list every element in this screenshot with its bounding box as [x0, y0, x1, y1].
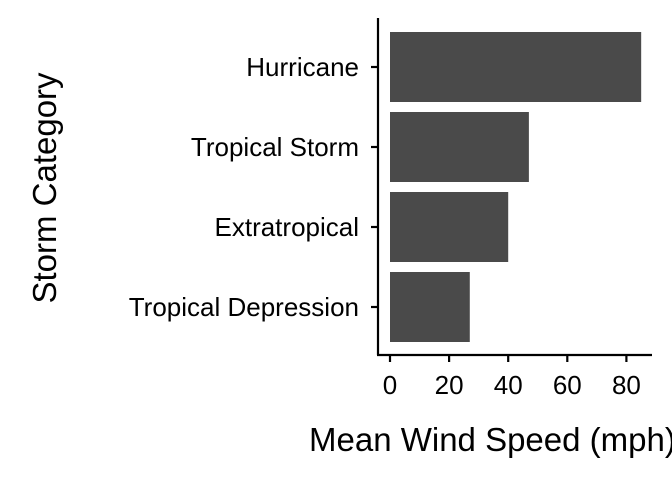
x-axis-title: Mean Wind Speed (mph) — [309, 421, 672, 458]
bar-hurricane — [390, 32, 642, 102]
x-tick-label: 80 — [612, 370, 641, 400]
x-tick-label: 0 — [383, 370, 397, 400]
y-tick-label: Hurricane — [246, 52, 359, 82]
bar-extratropical — [390, 192, 509, 262]
y-axis-ticks: Hurricane Tropical Storm Extratropical Trop… — [129, 52, 378, 322]
x-tick-label: 60 — [553, 370, 582, 400]
bar-tropical-depression — [390, 272, 470, 342]
x-tick-label: 40 — [494, 370, 523, 400]
axes-layer — [376, 18, 652, 357]
x-tick-label: 20 — [435, 370, 464, 400]
y-tick-label: Extratropical — [215, 212, 360, 242]
bars-layer — [390, 32, 642, 342]
x-axis-ticks: 0 20 40 60 80 — [383, 355, 641, 400]
y-tick-label: Tropical Storm — [191, 132, 359, 162]
y-axis-title: Storm Category — [26, 72, 63, 304]
y-tick-label: Tropical Depression — [129, 292, 359, 322]
bar-tropical-storm — [390, 112, 529, 182]
